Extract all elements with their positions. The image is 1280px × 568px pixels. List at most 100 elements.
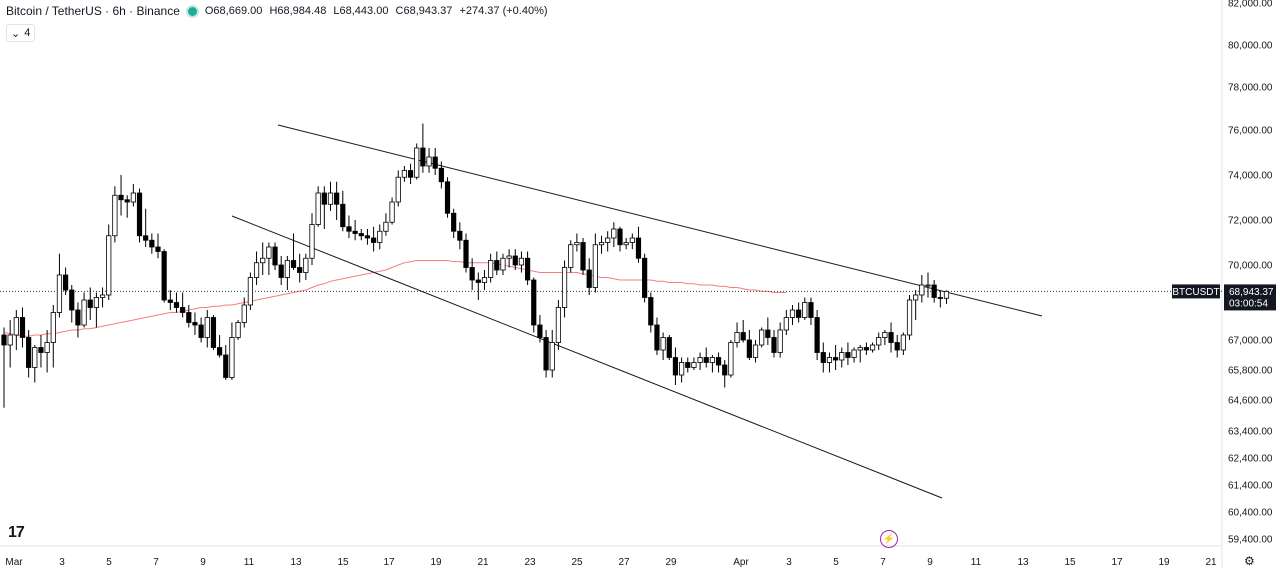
candle-body bbox=[796, 309, 802, 318]
candle-body bbox=[241, 304, 247, 323]
high-value: H68,984.48 bbox=[269, 5, 327, 17]
ticker-tag bbox=[1172, 284, 1220, 299]
candle-body bbox=[198, 324, 204, 338]
x-tick-label: 5 bbox=[833, 557, 839, 568]
candle-body bbox=[180, 307, 186, 313]
candle-body bbox=[266, 246, 272, 259]
symbol-title[interactable]: Bitcoin / TetherUS · 6h · Binance bbox=[6, 4, 180, 18]
candle-body bbox=[327, 192, 334, 205]
candle-body bbox=[629, 237, 635, 243]
y-tick-label: 65,800.00 bbox=[1228, 366, 1273, 377]
candle-body bbox=[777, 329, 783, 353]
candle-body bbox=[679, 362, 685, 376]
candle-body bbox=[586, 269, 592, 288]
ohlc-values: O68,669.00 H68,984.48 L68,443.00 C68,943… bbox=[205, 5, 552, 17]
candle-body bbox=[703, 357, 709, 363]
candle-body bbox=[783, 317, 789, 331]
x-tick-label: 13 bbox=[290, 557, 302, 568]
x-tick-label: 11 bbox=[244, 557, 255, 568]
candle-body bbox=[346, 226, 352, 232]
candle-body bbox=[50, 312, 56, 343]
candle-body bbox=[691, 362, 697, 368]
candle-body bbox=[660, 337, 666, 351]
candle-body bbox=[13, 317, 19, 336]
x-tick-label: 3 bbox=[786, 557, 792, 568]
candle-body bbox=[906, 299, 913, 336]
candle-body bbox=[882, 332, 888, 338]
close-value: C68,943.37 bbox=[395, 5, 453, 17]
indicators-toggle-button[interactable]: ⌄ 4 bbox=[6, 24, 36, 42]
chevron-down-icon: ⌄ bbox=[11, 27, 21, 40]
candle-body bbox=[617, 228, 623, 246]
x-tick-label: 15 bbox=[1064, 557, 1076, 568]
candle-body bbox=[919, 284, 925, 296]
candle-body bbox=[469, 267, 475, 281]
candle-body bbox=[512, 255, 518, 266]
candle-body bbox=[475, 279, 481, 283]
x-tick-label: 15 bbox=[337, 557, 349, 568]
candle-body bbox=[672, 357, 679, 376]
candle-body bbox=[814, 317, 820, 353]
candle-body bbox=[290, 260, 297, 268]
candle-body bbox=[377, 230, 383, 243]
y-tick-label: 72,000.00 bbox=[1228, 216, 1273, 227]
x-tick-label: 3 bbox=[59, 557, 65, 568]
candle-body bbox=[543, 337, 549, 371]
x-tick-label: 11 bbox=[971, 557, 982, 568]
candle-body bbox=[432, 156, 438, 169]
gear-icon[interactable]: ⚙ bbox=[1244, 554, 1255, 568]
candle-body bbox=[352, 230, 358, 234]
candle-body bbox=[444, 181, 451, 214]
candle-body bbox=[383, 221, 389, 232]
candle-body bbox=[56, 274, 63, 313]
x-tick-label: 17 bbox=[383, 557, 395, 568]
x-tick-label: 21 bbox=[1205, 557, 1217, 568]
candle-body bbox=[364, 235, 371, 239]
candle-body bbox=[568, 244, 574, 268]
change-value: +274.37 (+0.40%) bbox=[459, 5, 548, 17]
y-tick-label: 60,400.00 bbox=[1228, 508, 1273, 519]
candle-body bbox=[63, 274, 69, 291]
x-tick-label: Apr bbox=[733, 557, 749, 568]
candle-body bbox=[943, 291, 950, 299]
candle-body bbox=[851, 349, 857, 358]
candle-body bbox=[32, 347, 38, 368]
candle-body bbox=[124, 199, 130, 203]
candle-body bbox=[913, 294, 919, 301]
candle-body bbox=[888, 332, 894, 343]
lightning-icon[interactable]: ⚡ bbox=[880, 530, 898, 548]
candle-body bbox=[81, 299, 87, 326]
y-tick-label: 64,600.00 bbox=[1228, 396, 1273, 407]
candle-body bbox=[143, 235, 149, 241]
candle-body bbox=[771, 337, 777, 353]
candle-body bbox=[414, 147, 420, 178]
candle-body bbox=[389, 201, 395, 223]
candle-body bbox=[759, 329, 765, 346]
candle-body bbox=[334, 192, 340, 205]
candle-body bbox=[204, 317, 210, 338]
candle-body bbox=[876, 337, 882, 346]
candle-body bbox=[734, 332, 740, 343]
candle-body bbox=[149, 239, 155, 248]
x-tick-label: 25 bbox=[571, 557, 583, 568]
low-value: L68,443.00 bbox=[333, 5, 389, 17]
candle-body bbox=[407, 170, 414, 178]
candle-body bbox=[167, 299, 173, 303]
candle-body bbox=[272, 246, 278, 266]
candle-body bbox=[802, 302, 808, 318]
candle-body bbox=[685, 362, 691, 368]
candle-body bbox=[229, 337, 235, 378]
candle-body bbox=[488, 260, 494, 278]
tradingview-logo-icon[interactable]: 17 bbox=[8, 524, 25, 541]
x-tick-label: 13 bbox=[1017, 557, 1029, 568]
price-tag bbox=[1224, 284, 1276, 311]
candle-body bbox=[223, 354, 229, 378]
candle-body bbox=[99, 294, 106, 298]
candle-body bbox=[247, 277, 253, 306]
x-tick-label: 21 bbox=[477, 557, 489, 568]
candle-body bbox=[93, 297, 99, 308]
candle-body bbox=[112, 194, 118, 237]
candle-body bbox=[451, 212, 457, 232]
candle-body bbox=[900, 334, 906, 351]
